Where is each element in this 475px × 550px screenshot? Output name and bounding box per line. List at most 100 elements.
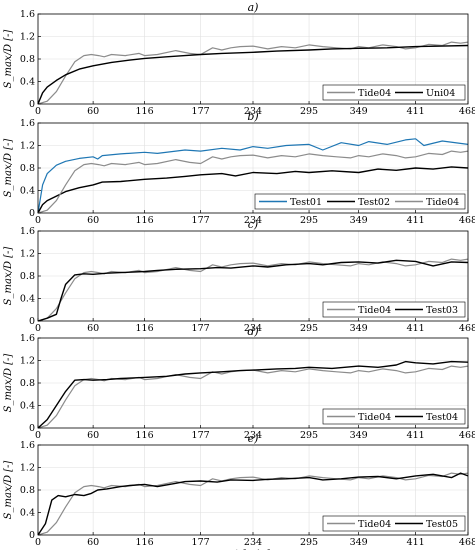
x-axis-label: t [min]	[235, 548, 271, 550]
chart-panel-2: b) 0 60 116 177 234 295 349 411 468 0 0.4 0.8 1.2 1.6 S…	[3, 110, 475, 226]
y-axis-label: S_max/D [-]	[3, 247, 14, 306]
chart-panel-4: d) 0 60 116 177 234 295 349 411 468 0 0.4 0.8 1.2 1.6 S…	[3, 325, 475, 441]
x-tick-label: 0	[35, 323, 41, 334]
y-tick-label: 0.8	[20, 378, 35, 389]
chart-panel-3: c) 0 60 116 177 234 295 349 411 468 0 0.4 0.8 1.2 1.6 S…	[3, 218, 475, 334]
x-tick-label: 295	[300, 430, 318, 441]
series-line-test01	[37, 138, 469, 214]
x-tick-label: 349	[350, 537, 368, 548]
x-tick-label: 116	[136, 537, 154, 548]
x-tick-label: 349	[350, 323, 368, 334]
series-line-test04	[37, 360, 469, 429]
x-tick-label: 234	[244, 106, 262, 117]
legend-box	[322, 84, 466, 101]
series-line-test02	[37, 166, 469, 214]
x-tick-label: 349	[350, 215, 368, 226]
y-tick-label: 0.4	[20, 508, 35, 519]
x-tick-label: 295	[300, 106, 318, 117]
y-tick-label: 0.4	[20, 77, 35, 88]
x-tick-label: 234	[244, 537, 262, 548]
legend: Tide04 Uni04	[322, 84, 466, 101]
series-line-test05	[37, 472, 469, 536]
x-tick-label: 177	[192, 215, 210, 226]
legend-entry: Tide04	[358, 88, 391, 99]
panel-label: c)	[248, 218, 258, 231]
x-tick-label: 234	[244, 323, 262, 334]
y-axis-label: S_max/D [-]	[3, 30, 14, 89]
x-tick-label: 295	[300, 215, 318, 226]
legend: Tide04 Test04	[322, 408, 466, 425]
y-axis-label: S_max/D [-]	[3, 354, 14, 413]
x-tick-label: 177	[192, 106, 210, 117]
x-tick-label: 468	[459, 430, 475, 441]
panel-label: d)	[247, 325, 258, 338]
y-tick-label: 0.4	[20, 401, 35, 412]
y-tick-label: 1.6	[20, 440, 35, 451]
series-line-tide04	[37, 258, 469, 322]
series-line-tide04	[37, 150, 469, 214]
y-tick-label: 0	[29, 99, 35, 110]
y-tick-label: 0.4	[20, 186, 35, 197]
y-tick-label: 1.2	[20, 32, 35, 43]
y-tick-label: 0.4	[20, 294, 35, 305]
legend-entry: Tide04	[358, 305, 391, 316]
x-tick-label: 468	[459, 537, 475, 548]
legend: Test01 Test02 Tide04	[254, 193, 466, 210]
x-tick-label: 60	[87, 106, 99, 117]
y-axis-label: S_max/D [-]	[3, 139, 14, 198]
x-tick-label: 177	[192, 323, 210, 334]
x-tick-label: 0	[35, 430, 41, 441]
x-tick-label: 349	[350, 430, 368, 441]
legend-entry: Tide04	[426, 197, 459, 208]
x-tick-label: 411	[407, 106, 425, 117]
legend-entry: Tide04	[358, 412, 391, 423]
legend-entry: Test04	[426, 412, 458, 423]
x-tick-label: 468	[459, 215, 475, 226]
y-tick-label: 0	[29, 423, 35, 434]
y-tick-label: 1.6	[20, 226, 35, 237]
legend-entry: Test03	[426, 305, 458, 316]
x-tick-label: 0	[35, 537, 41, 548]
y-tick-label: 1.6	[20, 9, 35, 20]
x-tick-label: 116	[136, 106, 154, 117]
y-axis-label: S_max/D [-]	[3, 461, 14, 520]
legend-entry: Uni04	[426, 88, 455, 99]
y-tick-label: 0.8	[20, 485, 35, 496]
x-tick-label: 60	[87, 537, 99, 548]
chart-panel-5: e) 0 60 116 177 234 295 349 411 468 0 0.4 0.8 1.2 1.6 S…	[3, 432, 475, 550]
legend-box	[322, 301, 466, 318]
x-tick-label: 411	[407, 430, 425, 441]
y-tick-label: 1.6	[20, 333, 35, 344]
y-tick-label: 1.6	[20, 118, 35, 129]
x-tick-label: 0	[35, 106, 41, 117]
x-tick-label: 295	[300, 323, 318, 334]
y-tick-label: 0	[29, 208, 35, 219]
x-tick-label: 116	[136, 215, 154, 226]
x-tick-label: 295	[300, 537, 318, 548]
x-tick-label: 116	[136, 323, 154, 334]
legend-box	[254, 193, 466, 210]
x-tick-label: 349	[350, 106, 368, 117]
y-tick-label: 0	[29, 316, 35, 327]
legend-entry: Test01	[290, 197, 322, 208]
y-tick-label: 0.8	[20, 54, 35, 65]
legend-entry: Test02	[358, 197, 390, 208]
panel-label: b)	[247, 110, 258, 123]
x-tick-label: 60	[87, 430, 99, 441]
legend-entry: Test05	[426, 519, 458, 530]
legend: Tide04 Test05	[322, 515, 466, 532]
series-line-test03	[37, 259, 469, 322]
legend-box	[322, 515, 466, 532]
x-tick-label: 60	[87, 323, 99, 334]
x-tick-label: 177	[192, 430, 210, 441]
y-tick-label: 1.2	[20, 463, 35, 474]
chart-panel-1: a) 0 60 116 177 234 295 349 411 468 0 0.4 0.8 1.2 1.6 S…	[3, 1, 475, 117]
x-tick-label: 411	[407, 215, 425, 226]
panel-label: e)	[248, 432, 259, 445]
x-tick-label: 468	[459, 323, 475, 334]
x-tick-label: 234	[244, 215, 262, 226]
y-tick-label: 1.2	[20, 141, 35, 152]
legend-entry: Tide04	[358, 519, 391, 530]
legend: Tide04 Test03	[322, 301, 466, 318]
x-tick-label: 468	[459, 106, 475, 117]
